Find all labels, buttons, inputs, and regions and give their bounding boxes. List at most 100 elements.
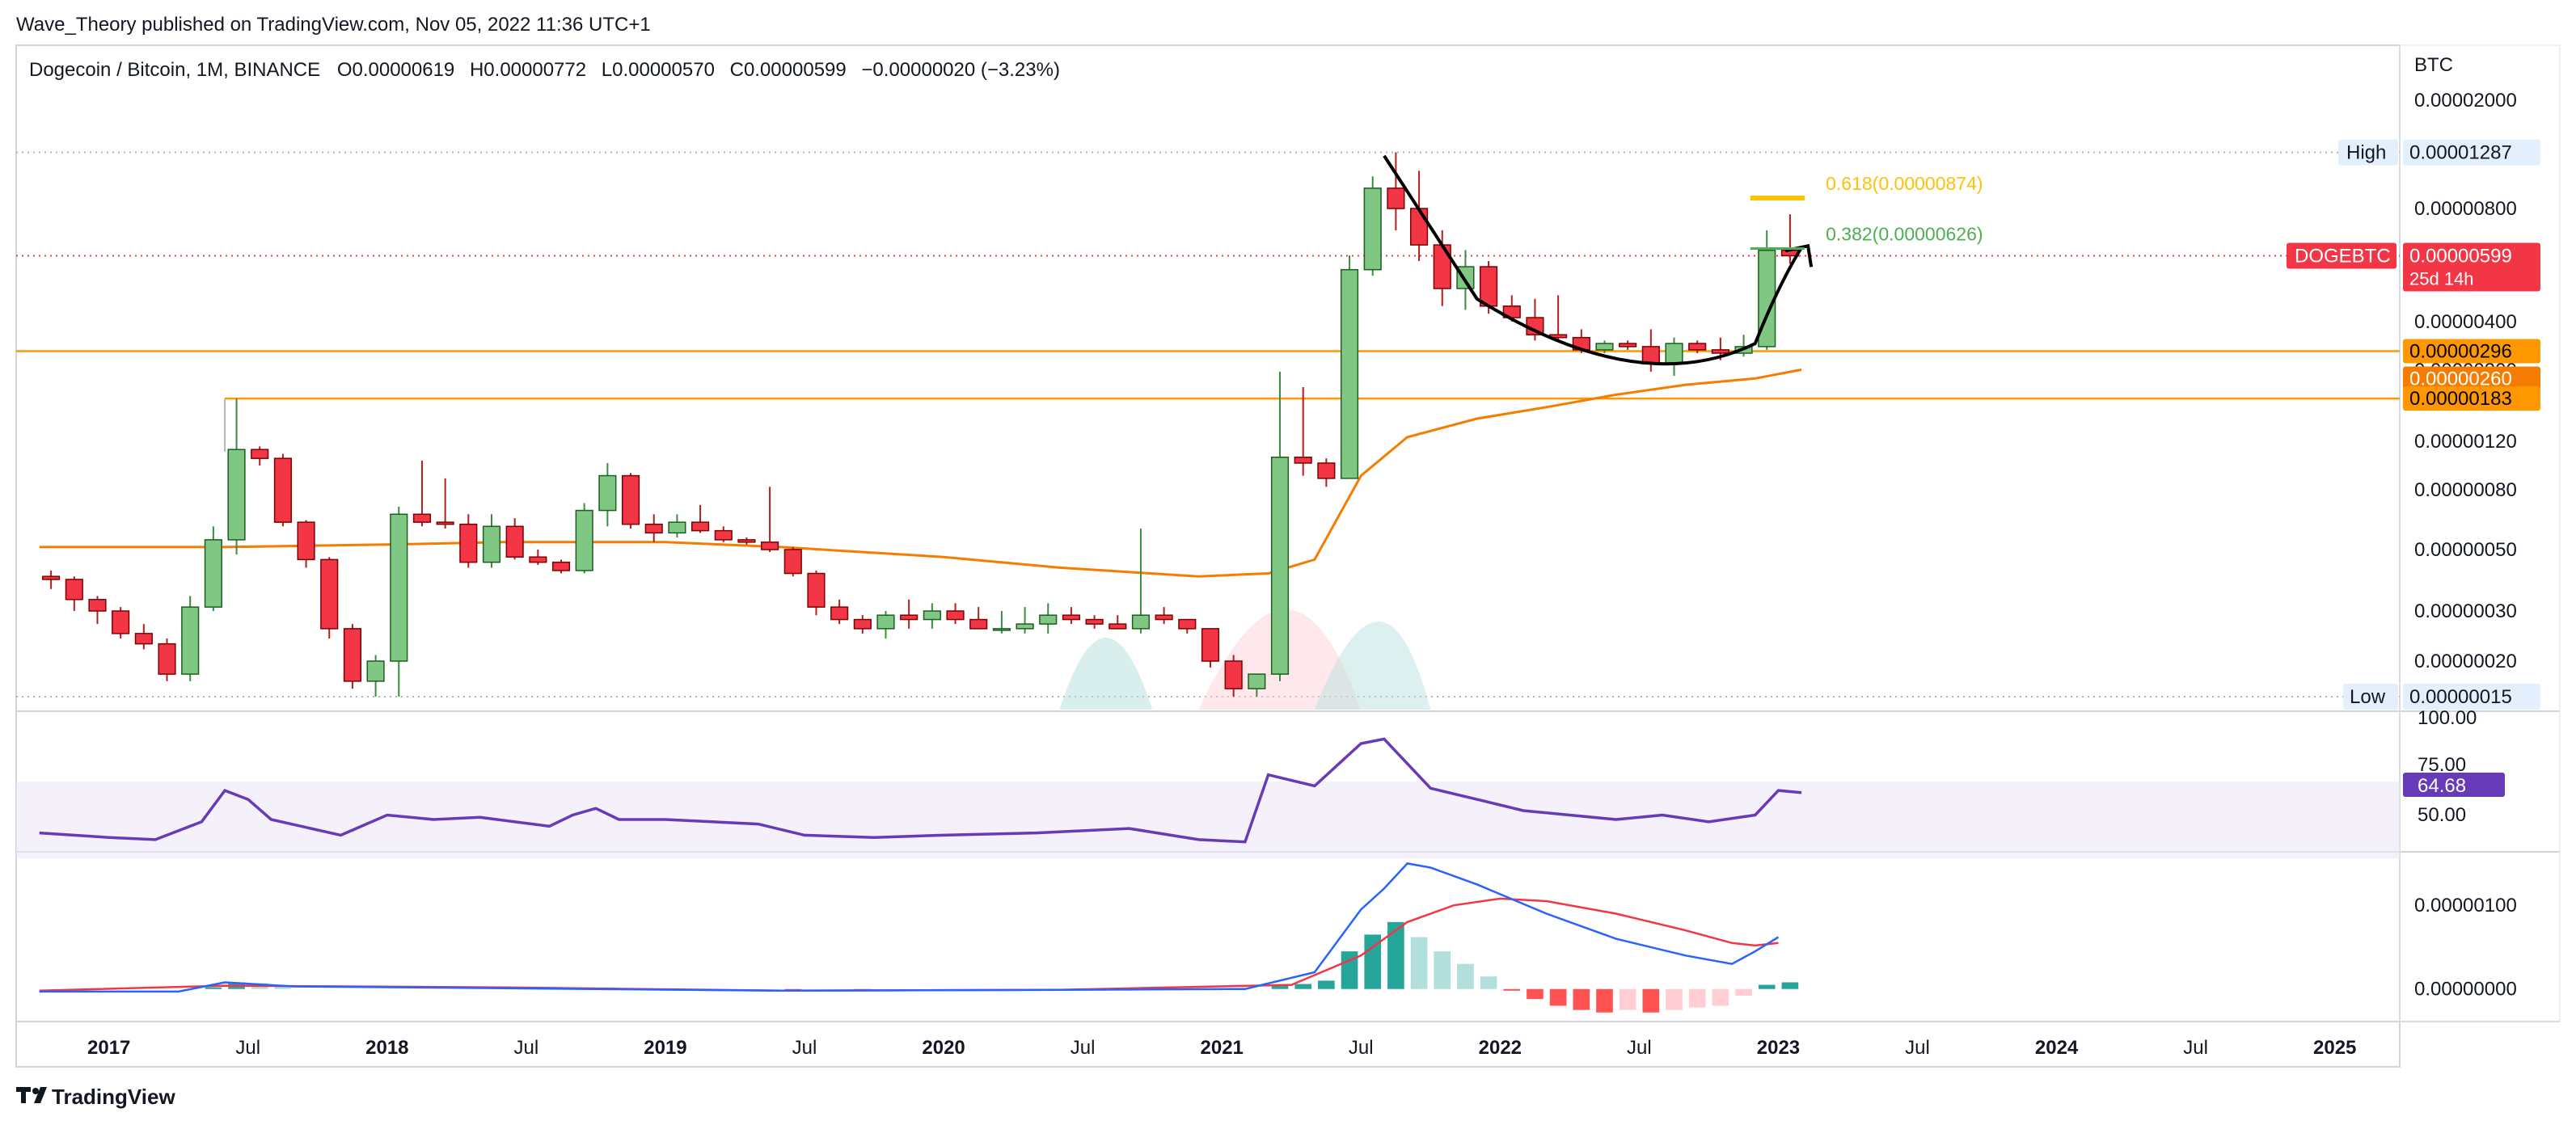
candle <box>1294 387 1312 476</box>
low-value-badge-bg <box>2403 684 2540 710</box>
candle-body <box>1270 457 1290 675</box>
candle <box>1387 152 1405 230</box>
candle-body <box>320 558 339 630</box>
time-axis[interactable]: 2017 Jul 2018 Jul 2019 Jul 2020 Jul 2021 Jul 2022 J… <box>87 1037 2356 1059</box>
time-tick-label: 2022 <box>1479 1037 1522 1059</box>
candle-body <box>1595 343 1614 351</box>
moving-average-line <box>39 368 1802 578</box>
candle <box>714 526 733 542</box>
candle <box>1201 628 1220 668</box>
candle <box>181 596 200 681</box>
support-upper-badge: 0.00000296 <box>2403 339 2540 364</box>
ohlc-open-value: 0.00000619 <box>352 59 454 81</box>
candle <box>1109 615 1127 630</box>
candle-body <box>691 521 710 532</box>
candle-body <box>737 539 756 543</box>
candle-body <box>1294 457 1312 464</box>
time-tick-label: Jul <box>1349 1037 1374 1059</box>
ohlc-close-label: C <box>730 59 744 81</box>
macd-histogram-bar <box>1387 921 1404 989</box>
candle <box>1317 458 1336 487</box>
candle <box>505 518 524 560</box>
candle-body <box>668 521 686 534</box>
candle <box>1480 260 1498 314</box>
candle <box>969 607 988 630</box>
candle-body <box>1201 628 1220 662</box>
ohlc-close-value: 0.00000599 <box>744 59 847 81</box>
candle-body <box>946 610 965 621</box>
candle-body <box>575 509 593 571</box>
candle-body <box>1317 462 1336 479</box>
symbol-name: Dogecoin / Bitcoin, 1M, BINANCE <box>29 59 320 81</box>
cup-pattern-curve <box>1383 154 1803 366</box>
candle <box>1595 340 1614 353</box>
currency-label: BTC <box>2414 54 2453 76</box>
macd-histogram-bar <box>1341 951 1358 989</box>
time-tick-label: Jul <box>1905 1037 1930 1059</box>
candle-body <box>436 521 454 525</box>
price-tick-label: 0.00000400 <box>2414 311 2517 333</box>
candle <box>1340 255 1359 479</box>
tradingview-logo[interactable]: TradingView <box>16 1085 175 1109</box>
symbol-legend[interactable]: Dogecoin / Bitcoin, 1M, BINANCE O0.00000… <box>29 59 1060 81</box>
candle <box>1688 340 1707 353</box>
candle-body <box>251 449 269 459</box>
candle-body <box>1085 618 1104 625</box>
candle-body <box>1410 208 1429 246</box>
candle <box>807 570 826 616</box>
candle-body <box>227 449 246 541</box>
rsi-pane[interactable]: 100.00 75.00 50.00 64.68 <box>16 707 2505 859</box>
candle-body <box>1178 618 1197 630</box>
time-tick-label: 2025 <box>2313 1037 2356 1059</box>
candle-body <box>551 561 571 571</box>
candle-body <box>459 523 478 563</box>
candle-body <box>1363 188 1382 271</box>
candle <box>761 487 779 553</box>
candle <box>251 446 269 466</box>
time-tick-label: Jul <box>1071 1037 1096 1059</box>
candle <box>204 526 222 611</box>
price-tick-label: 0.00000800 <box>2414 198 2517 220</box>
candle <box>1433 230 1451 306</box>
macd-pane[interactable]: 0.00000100 0.00000000 <box>39 862 2517 1013</box>
candle-body <box>65 579 83 600</box>
candle <box>1224 655 1243 697</box>
candle <box>366 655 385 697</box>
candle-body <box>134 633 153 645</box>
macd-histogram-bar <box>1527 988 1543 1000</box>
ohlc-low-value: 0.00000570 <box>612 59 715 81</box>
macd-histogram-bar <box>1596 988 1613 1013</box>
candle <box>644 514 663 542</box>
candle-body <box>876 614 895 630</box>
time-tick-label: Jul <box>514 1037 539 1059</box>
macd-histogram-bar <box>1781 982 1799 989</box>
high-value-badge-text: 0.00001287 <box>2409 141 2512 163</box>
low-value-badge-text: 0.00000015 <box>2409 686 2512 708</box>
ohlc-high-label: H <box>470 59 484 81</box>
candle <box>1155 607 1173 625</box>
candle <box>412 461 432 527</box>
candle-body <box>1131 614 1151 630</box>
candle-body <box>830 606 849 621</box>
candle-body <box>598 474 617 512</box>
fib-618-label: 0.618(0.00000874) <box>1826 173 1983 194</box>
time-tick-label: 2020 <box>922 1037 965 1059</box>
ma-value-badge-text: 0.00000260 <box>2409 368 2512 390</box>
price-pane[interactable]: 0.618(0.00000874) 0.382(0.00000626) <box>16 151 2400 710</box>
candle <box>65 576 83 611</box>
candle <box>1641 329 1660 372</box>
macd-histogram-bar <box>1364 934 1382 989</box>
candle <box>876 611 895 639</box>
support-upper-badge-bg <box>2403 339 2540 364</box>
time-tick-label: 2019 <box>644 1037 686 1059</box>
candle <box>112 607 130 639</box>
candle <box>830 599 849 625</box>
macd-histogram-bar <box>1712 988 1729 1006</box>
candle <box>88 596 107 625</box>
rsi-line <box>39 737 1802 844</box>
candle-body <box>1387 188 1405 209</box>
candle-body <box>807 572 826 608</box>
candle-body <box>181 606 200 675</box>
low-value-badge: 0.00000015 <box>2403 684 2540 710</box>
macd-histogram-bar <box>205 987 222 989</box>
